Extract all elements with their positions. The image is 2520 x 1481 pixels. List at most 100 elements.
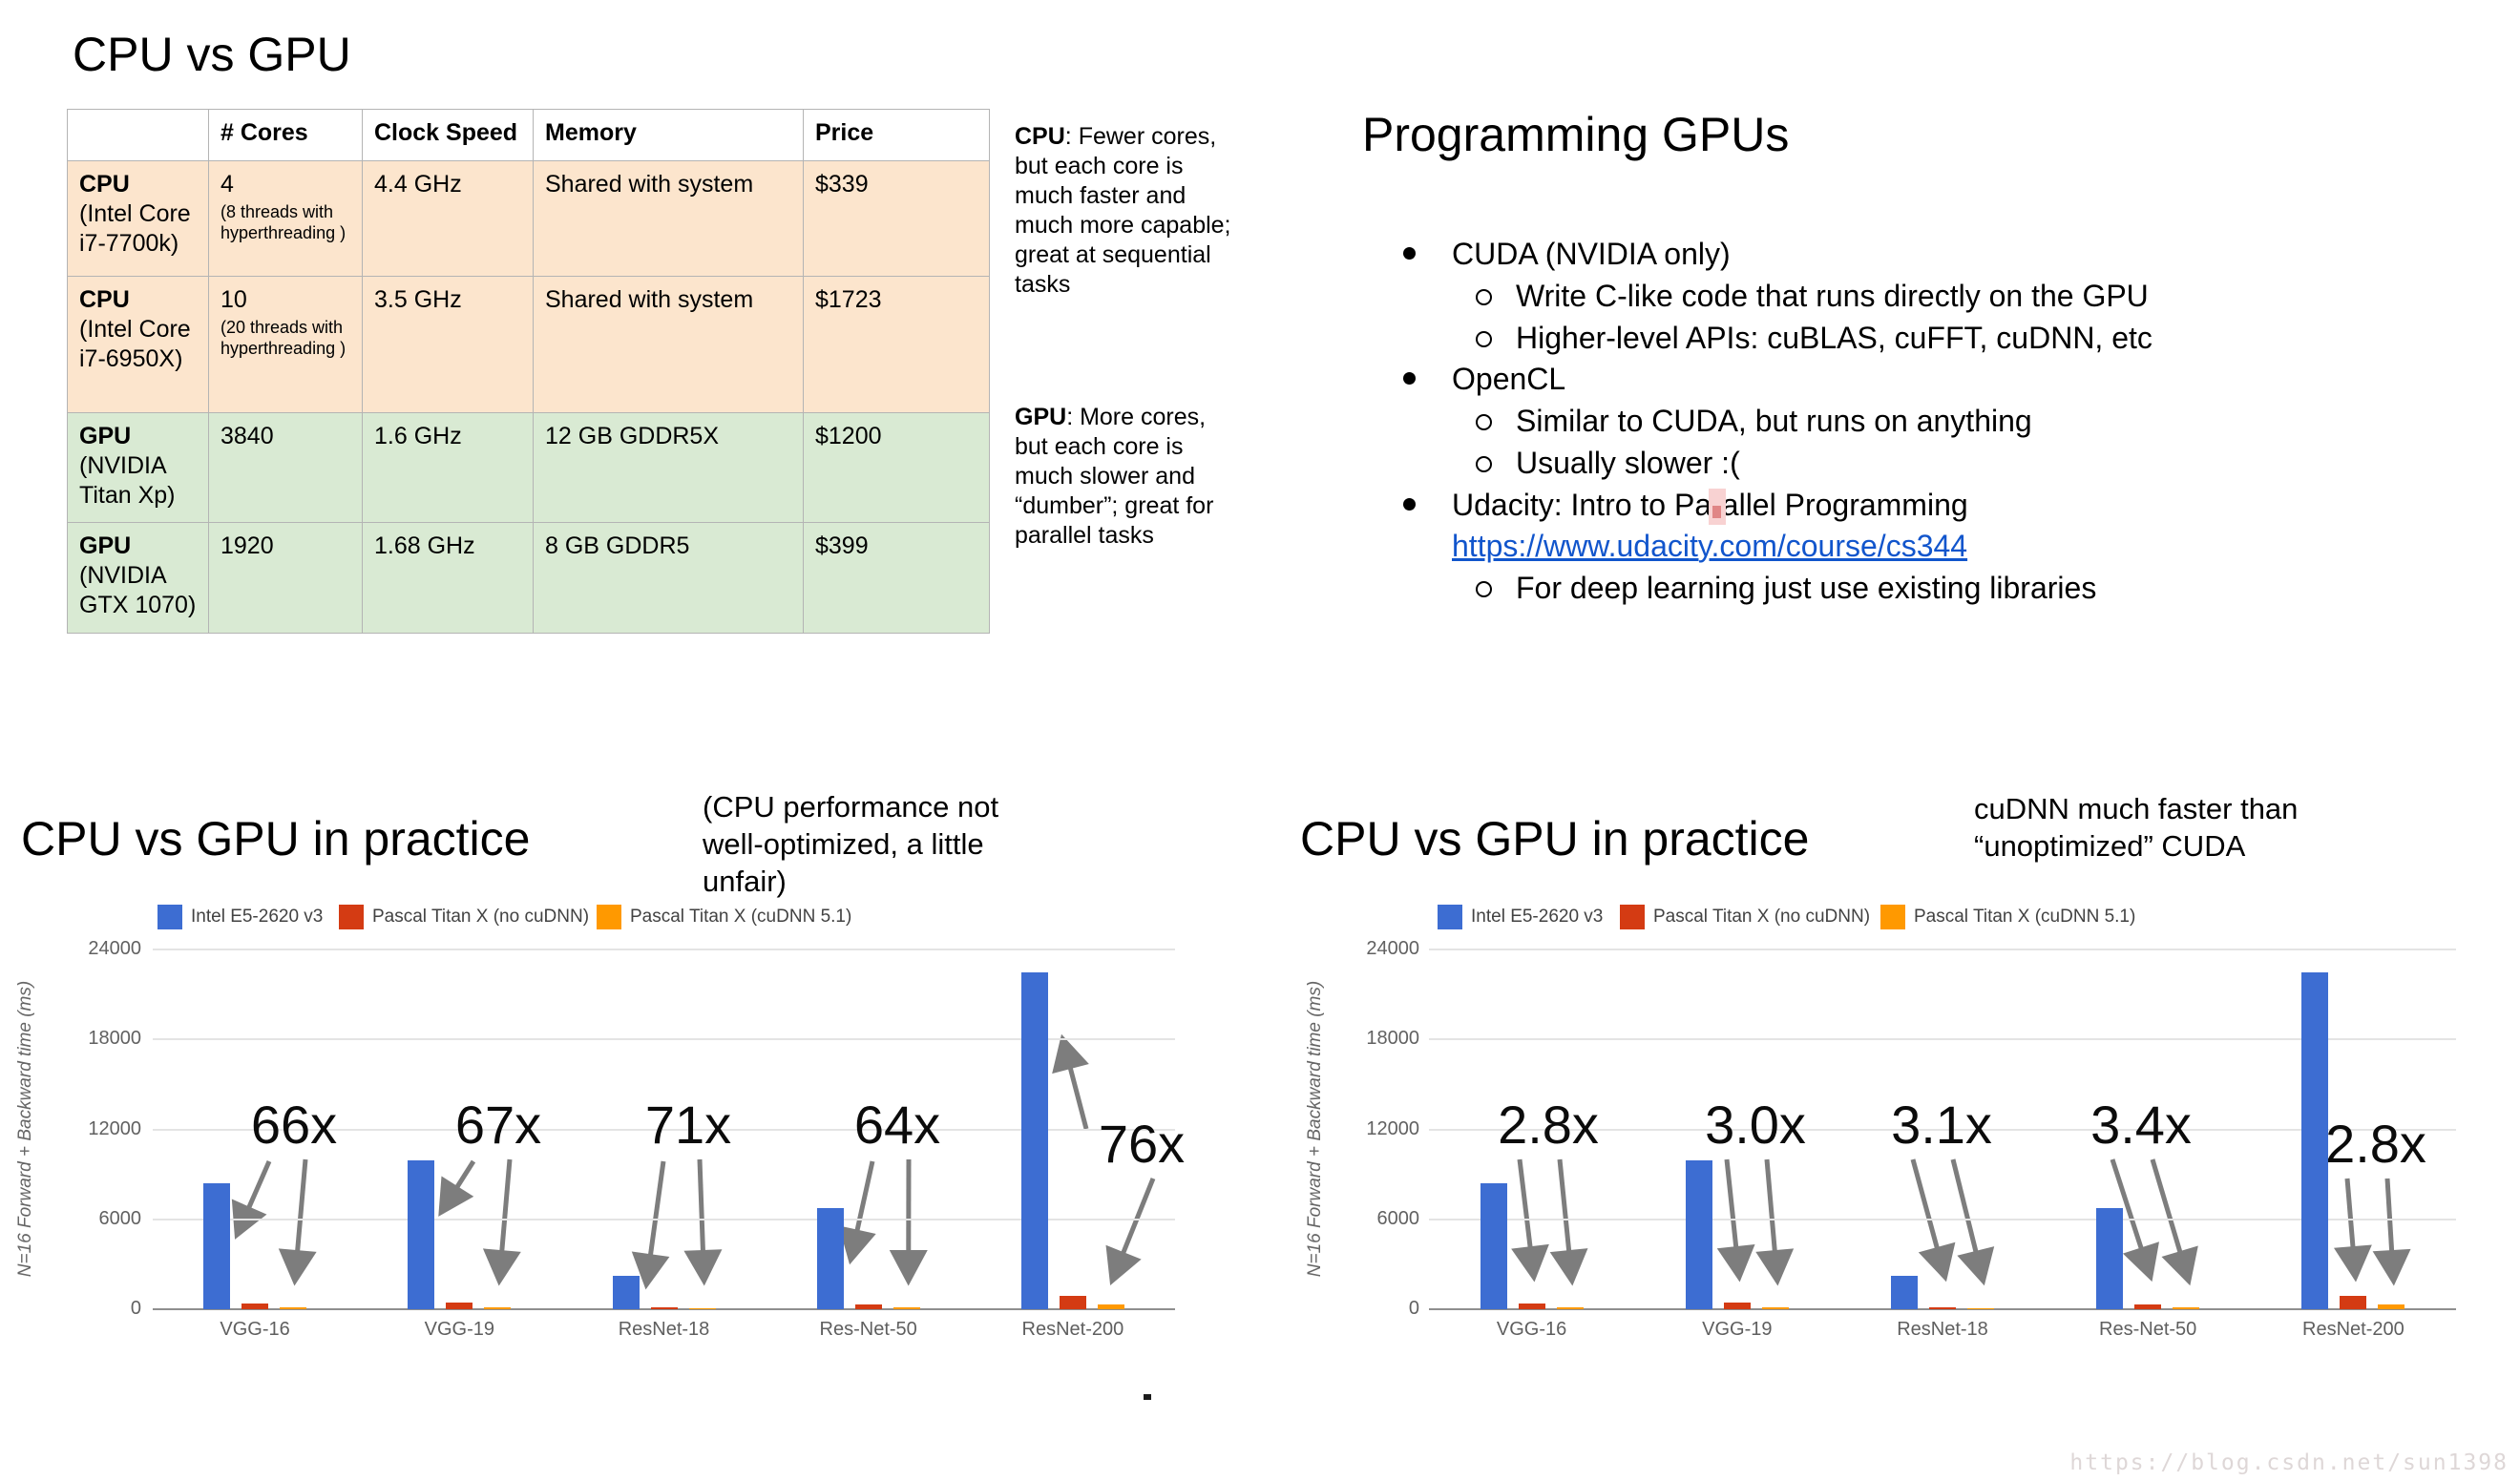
table-row: CPU (Intel Core i7-6950X) 10 (20 threads wi… — [67, 276, 990, 413]
gridline — [153, 1038, 1175, 1041]
udacity-course-link[interactable]: https://www.udacity.com/course/cs344 — [1452, 528, 1968, 563]
y-tick-label: 6000 — [1376, 1207, 1420, 1229]
table-header-cell: Clock Speed — [362, 109, 534, 161]
table-cell-price: $399 — [803, 522, 990, 634]
x-category-label: Res-Net-50 — [2099, 1319, 2197, 1340]
table-cell-memory: 8 GB GDDR5 — [533, 522, 804, 634]
table-cell-memory: Shared with system — [533, 160, 804, 277]
y-tick-label: 24000 — [1366, 938, 1419, 959]
cores-note: (20 threads with hyperthreading ) — [220, 318, 346, 358]
chart-right-note: cuDNN much faster than “unoptimized” CUD… — [1974, 792, 2299, 863]
y-axis-title: N=16 Forward + Backward time (ms) — [1305, 980, 1325, 1277]
bullet-circle-icon — [1476, 456, 1492, 472]
watermark-artifact — [1709, 489, 1726, 525]
speedup-annotation: 64x — [853, 1095, 941, 1155]
bar-ResNet-200-s1 — [2301, 971, 2329, 1309]
bullet-circle-icon — [1476, 414, 1492, 430]
table-cell-name: GPU (NVIDIA Titan Xp) — [67, 412, 209, 523]
table-header-cell — [67, 109, 209, 161]
gridline — [153, 949, 1175, 950]
bar-VGG-16-s3 — [280, 1306, 307, 1309]
speedup-annotation: 76x — [1098, 1114, 1186, 1174]
speedup-annotation: 66x — [250, 1095, 338, 1155]
bar-VGG-19-s3 — [484, 1306, 512, 1309]
bar-ResNet-200-s3 — [2378, 1304, 2405, 1309]
speedup-annotation: 3.1x — [1891, 1095, 1992, 1155]
y-tick-label: 0 — [1408, 1298, 1419, 1319]
stray-dot-artifact — [1144, 1394, 1151, 1400]
gridline — [153, 1128, 1175, 1131]
annotation-arrow — [1105, 1178, 1156, 1285]
legend-label: Pascal Titan X (no cuDNN) — [1653, 907, 1871, 927]
annotation-arrow — [2372, 1178, 2411, 1286]
bar-ResNet-200-s1 — [1020, 971, 1048, 1309]
list-item: For deep learning just use existing libr… — [1516, 570, 2097, 605]
device-name: GPU — [79, 423, 132, 449]
gridline — [153, 1218, 1175, 1220]
y-tick-label: 0 — [130, 1298, 141, 1319]
table-cell-clock: 1.6 GHz — [362, 412, 534, 523]
table-cell-cores: 3840 — [208, 412, 363, 523]
speedup-annotation: 2.8x — [1498, 1095, 1599, 1155]
cpu-side-note: CPU: Fewer cores, but each core is much … — [1015, 122, 1242, 300]
x-category-label: VGG-19 — [424, 1319, 494, 1340]
cpu-side-note-term: CPU — [1015, 123, 1065, 150]
gridline — [1429, 1038, 2456, 1041]
bullet-dot-icon — [1403, 247, 1416, 260]
y-tick-label: 6000 — [98, 1207, 142, 1229]
x-category-label: VGG-16 — [1496, 1319, 1567, 1340]
cpu-side-note-text: : Fewer cores, but each core is much fas… — [1015, 123, 1231, 298]
annotation-arrow — [438, 1159, 476, 1217]
cores-note: (8 threads with hyperthreading ) — [220, 202, 346, 242]
speedup-annotation: 3.4x — [2090, 1095, 2192, 1155]
x-category-label: Res-Net-50 — [819, 1319, 917, 1340]
table-cell-cores: 10 (20 threads with hyperthreading ) — [208, 276, 363, 413]
table-cell-cores: 4 (8 threads with hyperthreading ) — [208, 160, 363, 277]
list-item: Write C-like code that runs directly on … — [1516, 278, 2149, 313]
gridline — [1429, 1128, 2456, 1131]
speedup-annotation: 67x — [454, 1095, 542, 1155]
chart-left-note: (CPU performance not well-optimized, a l… — [703, 790, 999, 898]
annotation-arrow — [838, 1160, 876, 1265]
device-name: GPU — [79, 532, 132, 559]
legend-item-1: Intel E5-2620 v3 — [158, 905, 323, 929]
x-category-label: ResNet-200 — [1021, 1319, 1124, 1340]
bar-Res-Net-50-s1 — [816, 1207, 844, 1309]
legend-item-2: Pascal Titan X (no cuDNN) — [339, 905, 589, 929]
csdn-watermark: https://blog.csdn.net/sun1398 — [2069, 1450, 2509, 1475]
bar-Res-Net-50-s3 — [892, 1307, 920, 1309]
table-cell-memory: Shared with system — [533, 276, 804, 413]
bar-ResNet-18-s2 — [1929, 1307, 1956, 1309]
table-cell-price: $1200 — [803, 412, 990, 523]
list-item: OpenCL — [1452, 361, 1566, 396]
table-cell-memory: 12 GB GDDR5X — [533, 412, 804, 523]
table-row: GPU (NVIDIA GTX 1070) 1920 1.68 GHz 8 GB GDD… — [67, 522, 990, 634]
device-name: CPU — [79, 286, 130, 313]
legend-swatch-icon — [339, 905, 364, 929]
legend-item-2: Pascal Titan X (no cuDNN) — [1620, 905, 1870, 929]
bar-Res-Net-50-s2 — [854, 1304, 882, 1309]
bar-ResNet-18-s2 — [650, 1307, 678, 1309]
bar-ResNet-18-s3 — [1967, 1308, 1994, 1309]
bar-ResNet-200-s2 — [2340, 1295, 2367, 1309]
bar-VGG-19-s1 — [408, 1160, 435, 1309]
legend-swatch-icon — [1438, 905, 1462, 929]
y-tick-label: 24000 — [88, 938, 141, 959]
legend-swatch-icon — [1620, 905, 1645, 929]
chart-left-title: CPU vs GPU in practice — [21, 812, 531, 866]
annotation-arrow — [231, 1159, 272, 1240]
table-header-cell: # Cores — [208, 109, 363, 161]
speedup-annotation: 2.8x — [2325, 1114, 2426, 1174]
legend-item-3: Pascal Titan X (cuDNN 5.1) — [1880, 905, 2135, 929]
x-category-label: ResNet-200 — [2302, 1319, 2404, 1340]
annotation-arrow — [2333, 1178, 2372, 1283]
annotation-arrow — [1910, 1158, 1956, 1283]
bar-VGG-16-s1 — [203, 1183, 231, 1309]
x-category-label: VGG-19 — [1702, 1319, 1773, 1340]
table-cell-name: GPU (NVIDIA GTX 1070) — [67, 522, 209, 634]
bullet-circle-icon — [1476, 289, 1492, 305]
list-item: Usually slower :( — [1516, 445, 1740, 480]
legend-swatch-icon — [597, 905, 621, 929]
cpu-gpu-spec-table: # Cores Clock Speed Memory Price CPU (Intel C… — [67, 109, 990, 634]
gridline — [1429, 949, 2456, 950]
